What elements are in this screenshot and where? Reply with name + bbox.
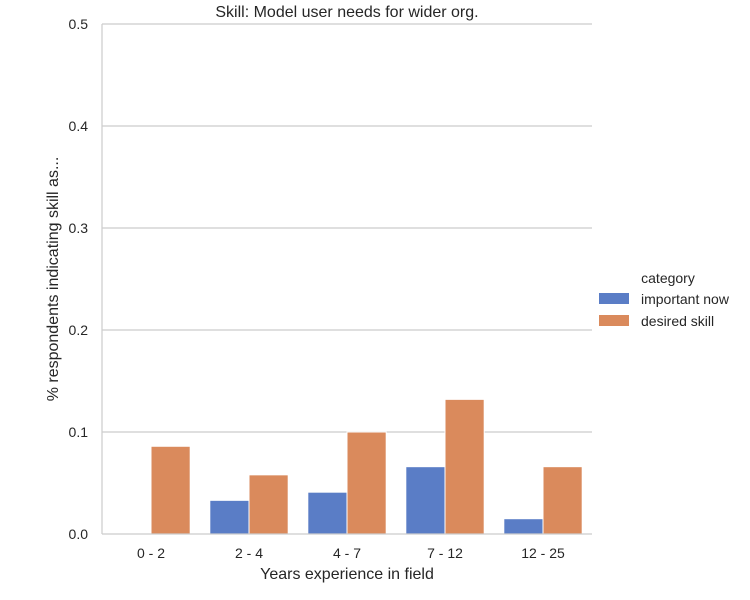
bar-desired-skill-4 [542, 466, 583, 535]
legend-label: important now [641, 291, 730, 307]
bar-important-now-1 [209, 499, 250, 535]
x-tick-label: 7 - 12 [427, 545, 463, 561]
y-tick-label: 0.2 [69, 322, 89, 338]
legend: category important now desired skill [599, 270, 730, 329]
bar-important-now-2 [307, 491, 348, 535]
bar-desired-skill-1 [248, 474, 289, 535]
legend-title: category [641, 270, 695, 286]
legend-label: desired skill [641, 313, 714, 329]
y-tick-label: 0.5 [69, 16, 89, 32]
legend-swatch [599, 293, 629, 304]
x-tick-label: 12 - 25 [521, 545, 565, 561]
bar-desired-skill-3 [444, 398, 485, 535]
y-tick-label: 0.1 [69, 424, 89, 440]
bar-desired-skill-0 [150, 445, 191, 535]
x-tick-label: 2 - 4 [235, 545, 263, 561]
y-tick-label: 0.3 [69, 220, 89, 236]
chart-title: Skill: Model user needs for wider org. [215, 4, 478, 21]
legend-swatch [599, 315, 629, 326]
x-tick-label: 4 - 7 [333, 545, 361, 561]
bar-important-now-3 [405, 466, 446, 535]
y-tick-label: 0.4 [69, 118, 89, 134]
y-tick-labels: 0.0 0.1 0.2 0.3 0.4 0.5 [69, 16, 89, 542]
x-tick-label: 0 - 2 [137, 545, 165, 561]
y-tick-label: 0.0 [69, 526, 89, 542]
bars [150, 398, 583, 535]
bar-important-now-4 [503, 518, 544, 535]
x-axis-label: Years experience in field [260, 566, 434, 583]
x-tick-labels: 0 - 2 2 - 4 4 - 7 7 - 12 12 - 25 [137, 545, 565, 561]
axes [101, 24, 592, 535]
grid-lines [102, 23, 592, 433]
bar-desired-skill-2 [346, 431, 387, 535]
y-axis-label: % respondents indicating skill as... [45, 157, 62, 402]
